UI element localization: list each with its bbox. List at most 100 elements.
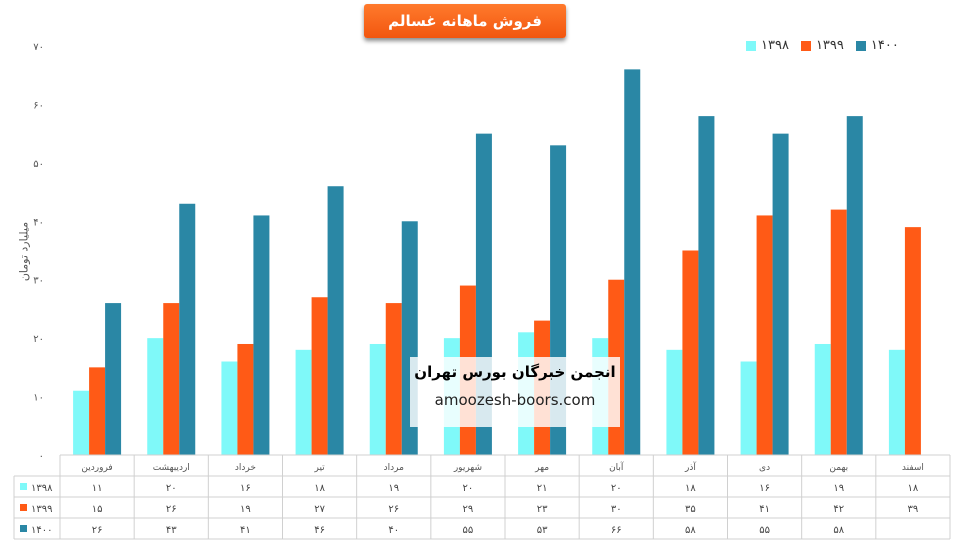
data-label: ۳۹ xyxy=(908,504,919,515)
x-tick-label: اسفند xyxy=(902,463,924,473)
bar xyxy=(624,69,641,455)
bar xyxy=(830,209,847,455)
data-label: ۱۸ xyxy=(908,483,919,494)
data-label: ۲۰ xyxy=(166,483,177,494)
data-label: ۱۸ xyxy=(314,483,325,494)
table-series-name: ۱۴۰۰ xyxy=(31,525,52,536)
legend-item: ۱۳۹۸ xyxy=(746,38,789,53)
data-label: ۲۰ xyxy=(463,483,474,494)
chart-title: فروش ماهانه غسالم xyxy=(364,4,566,38)
data-label: ۵۵ xyxy=(463,525,474,536)
watermark: انجمن خبرگان بورس تهران amoozesh-boors.c… xyxy=(410,357,620,427)
table-series-name: ۱۳۹۸ xyxy=(31,483,53,494)
x-tick-label: بهمن xyxy=(829,463,848,473)
data-label: ۱۵ xyxy=(92,504,103,515)
data-label: ۱۶ xyxy=(240,483,251,494)
bar xyxy=(89,367,106,455)
data-label: ۱۸ xyxy=(685,483,696,494)
data-label: ۴۳ xyxy=(166,525,177,536)
legend-swatch xyxy=(746,40,756,51)
data-label: ۵۸ xyxy=(833,525,844,536)
data-label: ۵۵ xyxy=(759,525,770,536)
table-legend-key xyxy=(20,525,27,532)
y-tick-label: ۶۰ xyxy=(33,100,44,111)
x-tick-label: فروردین xyxy=(81,463,112,473)
data-label: ۲۳ xyxy=(537,504,548,515)
data-label: ۴۲ xyxy=(833,504,844,515)
bar xyxy=(756,215,773,455)
legend-label: ۱۳۹۹ xyxy=(815,38,844,53)
data-label: ۲۶ xyxy=(388,504,399,515)
watermark-title: انجمن خبرگان بورس تهران xyxy=(414,363,616,381)
legend-item: ۱۳۹۹ xyxy=(800,38,844,53)
data-label: ۵۳ xyxy=(537,525,548,536)
legend-label: ۱۳۹۸ xyxy=(761,38,789,53)
data-label: ۱۹ xyxy=(240,504,251,515)
bar xyxy=(237,343,254,455)
x-tick-label: تیر xyxy=(313,463,325,473)
x-tick-label: مرداد xyxy=(384,463,404,473)
legend-label: ۱۴۰۰ xyxy=(870,38,899,53)
bar xyxy=(888,349,905,455)
bar xyxy=(73,390,90,455)
bar xyxy=(904,227,921,455)
bar xyxy=(385,303,402,455)
data-label: ۱۹ xyxy=(388,483,399,494)
table-series-name: ۱۳۹۹ xyxy=(31,504,52,515)
bar xyxy=(253,215,270,455)
data-label: ۱۶ xyxy=(759,483,770,494)
bar xyxy=(369,343,386,455)
data-label: ۶۶ xyxy=(611,525,622,536)
y-axis-label: میلیارد تومان xyxy=(17,221,31,282)
bar xyxy=(179,203,196,455)
data-label: ۴۱ xyxy=(759,504,770,515)
bar xyxy=(147,338,164,455)
data-label: ۴۶ xyxy=(314,525,325,536)
y-tick-label: ۵۰ xyxy=(33,159,44,170)
x-tick-label: شهریور xyxy=(453,463,482,473)
data-label: ۲۰ xyxy=(611,483,622,494)
bar xyxy=(163,303,180,455)
x-tick-label: آذر xyxy=(684,461,696,473)
table-legend-key xyxy=(20,504,27,511)
y-tick-label: ۱۰ xyxy=(33,393,44,404)
bar xyxy=(740,361,757,455)
data-label: ۳۵ xyxy=(685,504,696,515)
legend-item: ۱۴۰۰ xyxy=(855,38,899,53)
data-label: ۲۷ xyxy=(314,504,325,515)
bar xyxy=(814,343,831,455)
x-tick-label: دی xyxy=(759,463,770,473)
bar xyxy=(221,361,238,455)
data-label: ۵۸ xyxy=(685,525,696,536)
data-label: ۴۰ xyxy=(388,525,399,536)
bar xyxy=(666,349,683,455)
data-label: ۲۶ xyxy=(92,525,103,536)
data-label: ۱۱ xyxy=(92,483,103,494)
y-tick-label: ۴۰ xyxy=(33,217,44,228)
x-tick-label: خرداد xyxy=(235,463,256,473)
y-tick-label: ۷۰ xyxy=(33,42,44,53)
bar xyxy=(327,186,344,455)
legend: ۱۳۹۸ ۱۳۹۹ ۱۴۰۰ xyxy=(746,38,899,53)
data-label: ۱۹ xyxy=(833,483,844,494)
bar xyxy=(311,297,328,455)
x-tick-label: مهر xyxy=(534,463,549,473)
x-tick-label: آبان xyxy=(609,461,624,473)
x-tick-label: اردیبهشت xyxy=(153,463,190,473)
bar xyxy=(295,349,312,455)
data-label: ۳۰ xyxy=(611,504,622,515)
table-legend-key xyxy=(20,483,27,490)
y-tick-label: ۰ xyxy=(39,451,44,462)
bar xyxy=(682,250,699,455)
legend-swatch xyxy=(855,40,866,51)
bar xyxy=(772,133,789,455)
legend-swatch xyxy=(800,40,811,51)
y-tick-label: ۳۰ xyxy=(33,276,44,287)
bar xyxy=(846,116,863,455)
data-label: ۲۹ xyxy=(463,504,474,515)
y-tick-label: ۲۰ xyxy=(33,334,44,345)
bar xyxy=(105,303,122,455)
bar xyxy=(698,116,715,455)
data-label: ۲۶ xyxy=(166,504,177,515)
